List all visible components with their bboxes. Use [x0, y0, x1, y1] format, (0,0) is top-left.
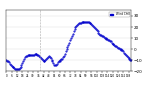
Legend: Wind Chill: Wind Chill	[109, 12, 130, 17]
